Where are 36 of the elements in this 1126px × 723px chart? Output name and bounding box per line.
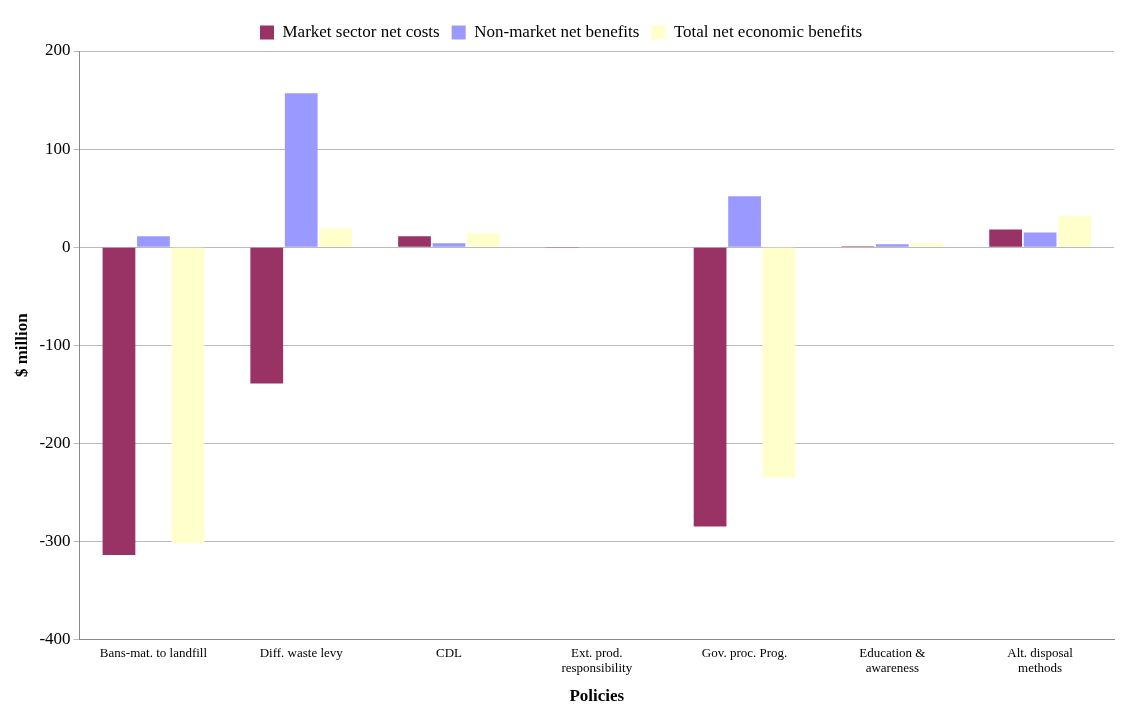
y-axis-title: $ million xyxy=(11,312,31,378)
y-tick-label: 200 xyxy=(45,40,71,60)
legend-label: Market sector net costs xyxy=(282,21,440,41)
y-tick-label: -300 xyxy=(39,530,71,550)
bar xyxy=(432,243,466,247)
x-tick-label: CDL xyxy=(436,644,463,660)
y-tick-label: -100 xyxy=(39,334,71,354)
bar xyxy=(910,243,944,247)
bar xyxy=(1023,232,1057,247)
bar xyxy=(728,196,761,247)
legend-label: Total net economic benefits xyxy=(673,21,863,41)
x-tick-label: Bans-mat. to landfill xyxy=(99,644,208,660)
x-tick-label: Ext. prod. responsibility xyxy=(561,644,633,676)
bar xyxy=(989,229,1023,247)
y-tick-label: -400 xyxy=(39,628,71,648)
bar xyxy=(137,236,170,247)
bar xyxy=(693,247,727,527)
bar xyxy=(1058,215,1091,247)
bar xyxy=(467,233,500,247)
x-tick-label: Education & awareness xyxy=(859,644,926,676)
x-tick-label: Alt. disposal methods xyxy=(1007,644,1074,676)
bar xyxy=(875,244,909,247)
x-tick-label: Gov. proc. Prog. xyxy=(701,644,788,660)
bar xyxy=(398,236,431,247)
y-tick-label: 0 xyxy=(62,236,71,256)
bar xyxy=(284,93,318,247)
bar xyxy=(250,247,284,384)
bar xyxy=(171,247,205,544)
x-tick-label: Diff. waste levy xyxy=(259,644,344,660)
y-tick-label: 100 xyxy=(45,138,71,158)
y-tick-label: -200 xyxy=(39,432,71,452)
legend-label: Non-market net benefits xyxy=(474,21,640,41)
bar xyxy=(319,228,353,247)
x-axis-title: Policies xyxy=(569,686,625,706)
bar xyxy=(102,247,136,556)
bar xyxy=(762,247,796,478)
